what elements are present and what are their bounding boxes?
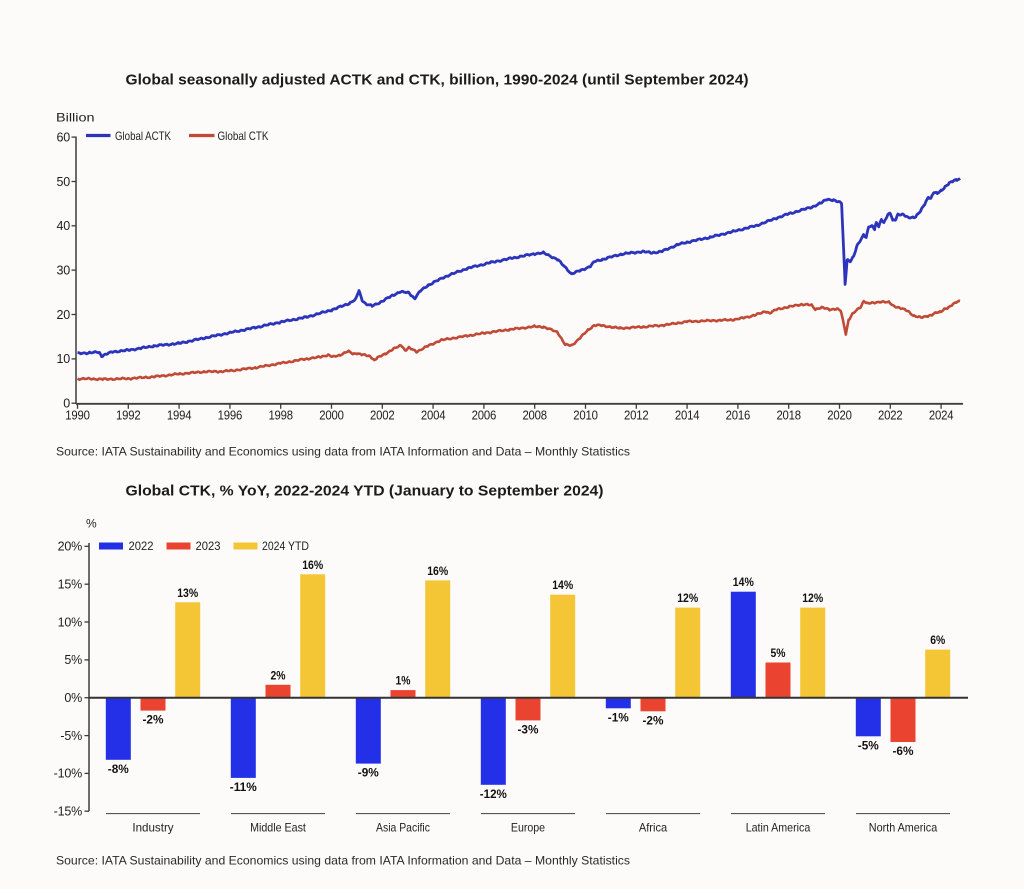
svg-text:10: 10: [56, 352, 70, 366]
svg-text:2022: 2022: [129, 539, 154, 553]
svg-text:2010: 2010: [573, 409, 598, 423]
svg-text:Africa: Africa: [639, 821, 668, 835]
svg-text:2022: 2022: [878, 409, 903, 423]
svg-text:2000: 2000: [319, 409, 344, 423]
svg-text:Billion: Billion: [56, 111, 95, 125]
svg-text:5%: 5%: [64, 653, 82, 667]
svg-text:Asia Pacific: Asia Pacific: [376, 821, 430, 835]
svg-text:15%: 15%: [58, 578, 83, 592]
svg-text:Middle East: Middle East: [250, 821, 306, 835]
svg-text:10%: 10%: [58, 615, 83, 629]
svg-text:60: 60: [56, 130, 70, 144]
svg-text:-11%: -11%: [230, 780, 257, 794]
svg-text:16%: 16%: [427, 564, 448, 578]
svg-text:2020: 2020: [827, 409, 852, 423]
svg-text:2002: 2002: [370, 409, 395, 423]
svg-text:Source: IATA Sustainability an: Source: IATA Sustainability and Economic…: [56, 854, 630, 868]
svg-text:12%: 12%: [677, 591, 698, 605]
svg-text:North America: North America: [869, 821, 938, 835]
svg-text:2024 YTD: 2024 YTD: [262, 539, 309, 553]
svg-text:2012: 2012: [624, 409, 649, 423]
svg-text:-5%: -5%: [60, 729, 82, 743]
svg-text:2006: 2006: [472, 409, 497, 423]
svg-text:6%: 6%: [930, 633, 945, 647]
svg-text:-2%: -2%: [643, 713, 664, 727]
svg-text:Global seasonally adjusted ACT: Global seasonally adjusted ACTK and CTK,…: [126, 72, 749, 89]
svg-text:20: 20: [56, 308, 70, 322]
svg-text:Global CTK: Global CTK: [218, 129, 269, 143]
svg-text:1%: 1%: [396, 674, 411, 688]
svg-text:1990: 1990: [65, 409, 90, 423]
svg-text:20%: 20%: [58, 540, 83, 554]
svg-text:Source: IATA Sustainability an: Source: IATA Sustainability and Economic…: [56, 445, 630, 459]
svg-text:2004: 2004: [421, 409, 446, 423]
svg-text:14%: 14%: [552, 578, 573, 592]
svg-text:1994: 1994: [167, 409, 192, 423]
svg-text:-8%: -8%: [108, 762, 129, 776]
svg-text:30: 30: [56, 263, 70, 277]
svg-text:-15%: -15%: [54, 805, 82, 819]
svg-text:-12%: -12%: [480, 787, 507, 801]
svg-text:Industry: Industry: [132, 821, 173, 835]
svg-text:13%: 13%: [177, 586, 198, 600]
svg-text:12%: 12%: [802, 591, 823, 605]
svg-text:-1%: -1%: [608, 710, 629, 724]
svg-text:Latin America: Latin America: [746, 821, 811, 835]
svg-text:14%: 14%: [733, 575, 754, 589]
svg-text:2018: 2018: [776, 409, 801, 423]
svg-text:2014: 2014: [675, 409, 700, 423]
svg-text:1996: 1996: [218, 409, 243, 423]
svg-text:Global ACTK: Global ACTK: [115, 129, 171, 143]
svg-text:-10%: -10%: [54, 767, 82, 781]
svg-text:2023: 2023: [196, 539, 221, 553]
svg-text:-9%: -9%: [358, 766, 379, 780]
svg-text:Global CTK, % YoY, 2022-2024 Y: Global CTK, % YoY, 2022-2024 YTD (Januar…: [126, 483, 604, 500]
svg-text:50: 50: [56, 175, 70, 189]
svg-text:%: %: [86, 517, 97, 531]
svg-text:2024: 2024: [929, 409, 954, 423]
svg-text:Europe: Europe: [511, 821, 545, 835]
svg-text:-5%: -5%: [858, 738, 879, 752]
svg-text:0%: 0%: [64, 691, 82, 705]
svg-text:-3%: -3%: [518, 722, 539, 736]
svg-text:-6%: -6%: [893, 744, 914, 758]
svg-text:0: 0: [63, 397, 70, 411]
svg-text:-2%: -2%: [143, 713, 164, 727]
svg-text:2%: 2%: [271, 668, 286, 682]
svg-text:5%: 5%: [771, 646, 786, 660]
svg-text:2016: 2016: [726, 409, 751, 423]
svg-text:1992: 1992: [116, 409, 141, 423]
svg-text:2008: 2008: [522, 409, 547, 423]
svg-text:16%: 16%: [302, 558, 323, 572]
svg-text:40: 40: [56, 219, 70, 233]
svg-text:1998: 1998: [268, 409, 293, 423]
